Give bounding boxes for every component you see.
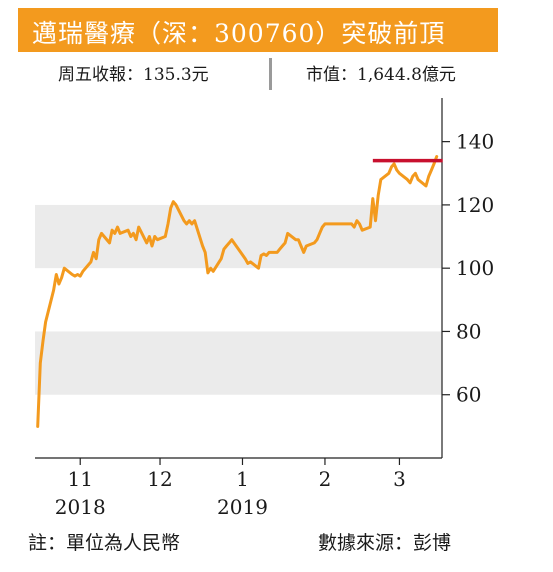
x-year-label: 2019 <box>217 495 268 519</box>
y-tick-label: 60 <box>456 383 481 407</box>
y-tick-label: 100 <box>456 256 494 280</box>
x-tick-label: 1 <box>236 467 249 491</box>
close-price-label: 周五收報：135.3元 <box>58 65 209 85</box>
price-line-0 <box>36 155 439 428</box>
bands-layer <box>35 204 442 395</box>
y-tick-label: 140 <box>456 130 494 154</box>
series-layer <box>36 155 439 428</box>
title-banner: 邁瑞醫療（深：300760）突破前頂 <box>18 8 498 52</box>
x-year-label: 2018 <box>55 495 106 519</box>
chart-title: 邁瑞醫療（深：300760）突破前頂 <box>32 19 446 48</box>
x-tick-label: 12 <box>147 467 172 491</box>
y-tick-label: 80 <box>456 319 481 343</box>
data-source: 數據來源：彭博 <box>318 532 452 554</box>
x-tick-label: 2 <box>319 467 332 491</box>
y-tick-label: 120 <box>456 193 494 217</box>
currency-note: 註：單位為人民幣 <box>28 532 181 554</box>
info-divider <box>269 58 272 90</box>
stock-chart: 60 80 100 120 140 11 2018 12 1 2019 2 3 <box>35 98 494 519</box>
market-cap-label: 市值：1,644.8億元 <box>306 65 456 85</box>
x-tick-label: 11 <box>67 467 92 491</box>
shaded-band-0 <box>35 331 442 395</box>
x-tick-label: 3 <box>393 467 406 491</box>
axis-layer: 60 80 100 120 140 11 2018 12 1 2019 2 3 <box>35 98 494 519</box>
